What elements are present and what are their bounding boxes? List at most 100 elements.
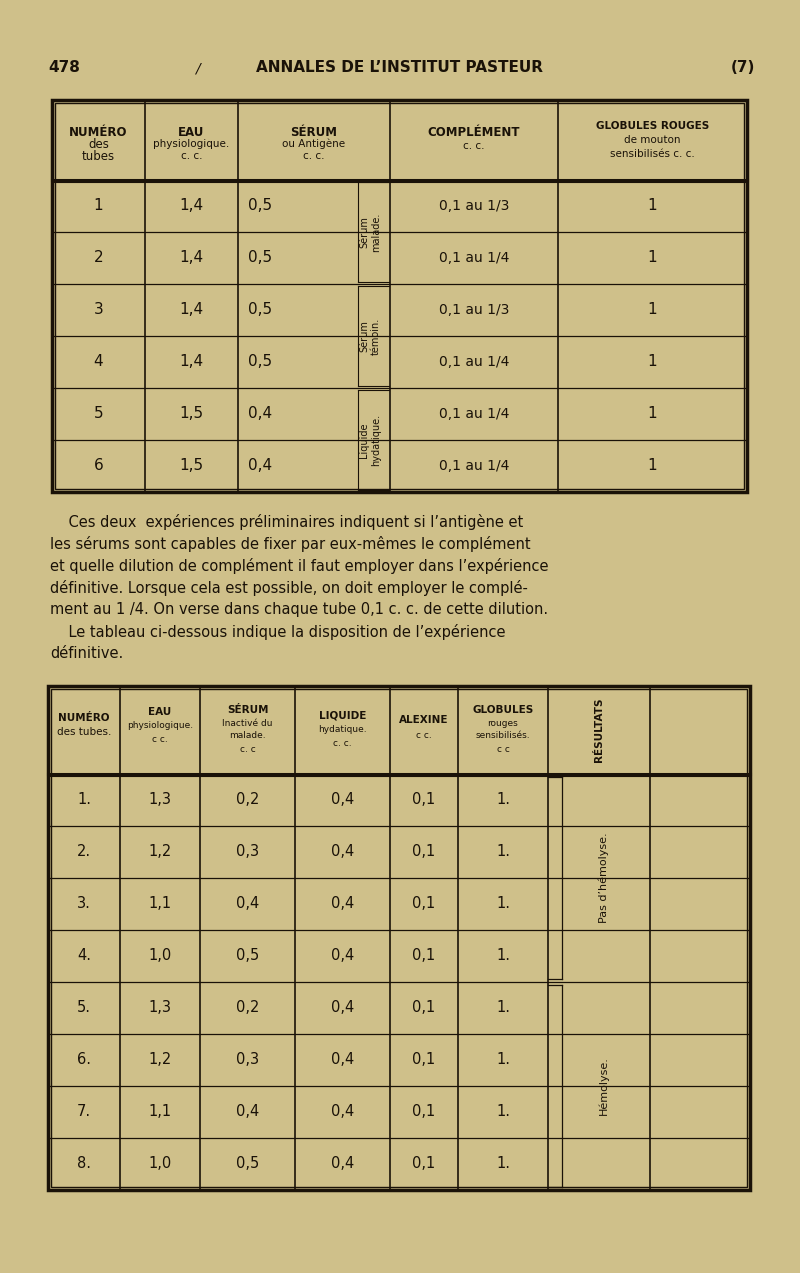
Text: 0,4: 0,4 (331, 896, 354, 911)
Text: 1,5: 1,5 (179, 406, 203, 421)
Text: 6.: 6. (77, 1053, 91, 1068)
Text: ment au 1 /4. On verse dans chaque tube 0,1 c. c. de cette dilution.: ment au 1 /4. On verse dans chaque tube … (50, 602, 548, 617)
Text: 1.: 1. (77, 793, 91, 807)
Text: physiologique.: physiologique. (127, 721, 193, 729)
Text: 0,4: 0,4 (236, 896, 259, 911)
Text: 8.: 8. (77, 1156, 91, 1171)
Text: 0,4: 0,4 (331, 844, 354, 859)
Text: 1,4: 1,4 (179, 354, 203, 369)
Text: 0,1 au 1/4: 0,1 au 1/4 (439, 407, 509, 421)
Text: 1.: 1. (496, 1105, 510, 1119)
Text: c. c.: c. c. (463, 141, 485, 151)
Text: 478: 478 (48, 61, 80, 75)
Text: 1: 1 (94, 199, 103, 214)
Text: Pas d’hémolyse.: Pas d’hémolyse. (598, 833, 610, 923)
Text: 0,1: 0,1 (412, 896, 436, 911)
Text: 1,4: 1,4 (179, 303, 203, 317)
Text: Sérum
malade.: Sérum malade. (359, 213, 381, 252)
Text: 0,5: 0,5 (248, 251, 272, 266)
Text: c. c.: c. c. (181, 151, 202, 160)
Text: 2: 2 (94, 251, 103, 266)
Text: physiologique.: physiologique. (154, 139, 230, 149)
Text: Inactivé du: Inactivé du (222, 718, 273, 727)
Text: 1,3: 1,3 (149, 1001, 171, 1016)
Text: 0,5: 0,5 (248, 354, 272, 369)
Text: c. c.: c. c. (303, 151, 325, 160)
Text: 0,4: 0,4 (331, 793, 354, 807)
Text: SÉRUM: SÉRUM (290, 126, 338, 139)
Text: les sérums sont capables de fixer par eux-mêmes le complément: les sérums sont capables de fixer par eu… (50, 536, 530, 552)
Text: rouges: rouges (488, 718, 518, 727)
Text: 0,5: 0,5 (248, 199, 272, 214)
Text: et quelle dilution de complément il faut employer dans l’expérience: et quelle dilution de complément il faut… (50, 558, 549, 574)
Text: EAU: EAU (148, 707, 172, 717)
Text: 0,2: 0,2 (236, 793, 259, 807)
Text: LIQUIDE: LIQUIDE (319, 712, 366, 721)
Text: c c.: c c. (152, 736, 168, 745)
Text: 0,4: 0,4 (248, 458, 272, 474)
Text: malade.: malade. (229, 732, 266, 741)
Text: de mouton: de mouton (624, 135, 681, 145)
Text: 5: 5 (94, 406, 103, 421)
Text: 1: 1 (648, 354, 658, 369)
Text: 1.: 1. (496, 793, 510, 807)
Text: 0,1: 0,1 (412, 844, 436, 859)
Text: 1: 1 (648, 406, 658, 421)
Text: 1: 1 (648, 458, 658, 474)
Text: 0,1 au 1/4: 0,1 au 1/4 (439, 251, 509, 265)
Text: 1.: 1. (496, 844, 510, 859)
Text: 0,1: 0,1 (412, 1156, 436, 1171)
Text: Liquide
hydatique.: Liquide hydatique. (359, 414, 381, 466)
Text: 0,2: 0,2 (236, 1001, 259, 1016)
Text: définitive. Lorsque cela est possible, on doit employer le complé-: définitive. Lorsque cela est possible, o… (50, 580, 528, 596)
Text: 0,3: 0,3 (236, 844, 259, 859)
Text: 1,1: 1,1 (149, 896, 171, 911)
Text: GLOBULES: GLOBULES (472, 705, 534, 715)
Text: 1,2: 1,2 (148, 844, 172, 859)
Text: 2.: 2. (77, 844, 91, 859)
Text: des: des (88, 137, 109, 150)
Text: 1,0: 1,0 (148, 948, 172, 964)
Text: ANNALES DE L’INSTITUT PASTEUR: ANNALES DE L’INSTITUT PASTEUR (257, 61, 543, 75)
Text: 0,1: 0,1 (412, 1105, 436, 1119)
Text: sensibilisés.: sensibilisés. (476, 732, 530, 741)
Text: tubes: tubes (82, 149, 115, 163)
Text: 5.: 5. (77, 1001, 91, 1016)
Bar (51, 689, 747, 1186)
Text: 0,5: 0,5 (248, 303, 272, 317)
Text: 1.: 1. (496, 1053, 510, 1068)
Text: c. c: c. c (240, 745, 255, 754)
Text: 0,1 au 1/4: 0,1 au 1/4 (439, 460, 509, 474)
Text: 1.: 1. (496, 948, 510, 964)
Text: Le tableau ci-dessous indique la disposition de l’expérience: Le tableau ci-dessous indique la disposi… (50, 624, 506, 640)
Text: 1,4: 1,4 (179, 251, 203, 266)
Text: 0,4: 0,4 (248, 406, 272, 421)
Text: GLOBULES ROUGES: GLOBULES ROUGES (596, 121, 709, 131)
Text: 1: 1 (648, 303, 658, 317)
Text: 0,4: 0,4 (331, 1156, 354, 1171)
Text: 0,1: 0,1 (412, 948, 436, 964)
Bar (55, 103, 744, 489)
Text: c c.: c c. (416, 732, 432, 741)
Text: 0,4: 0,4 (331, 1001, 354, 1016)
Text: 1: 1 (648, 251, 658, 266)
Text: 0,5: 0,5 (236, 1156, 259, 1171)
Text: 0,1 au 1/3: 0,1 au 1/3 (439, 303, 509, 317)
Text: hydatique.: hydatique. (318, 726, 367, 735)
Text: 1.: 1. (496, 1156, 510, 1171)
Text: définitive.: définitive. (50, 645, 123, 661)
Text: 1.: 1. (496, 1001, 510, 1016)
Text: 0,1: 0,1 (412, 1001, 436, 1016)
Text: (7): (7) (730, 61, 755, 75)
Text: c c: c c (497, 745, 510, 754)
Text: 0,3: 0,3 (236, 1053, 259, 1068)
Text: 1,0: 1,0 (148, 1156, 172, 1171)
Text: NUMÉRO: NUMÉRO (70, 126, 128, 139)
Text: RÉSULTATS: RÉSULTATS (594, 698, 604, 763)
Text: 0,1 au 1/3: 0,1 au 1/3 (439, 199, 509, 213)
Text: c. c.: c. c. (333, 740, 352, 749)
Text: 0,4: 0,4 (331, 948, 354, 964)
Text: 0,4: 0,4 (236, 1105, 259, 1119)
Text: 1,4: 1,4 (179, 199, 203, 214)
Text: /: / (195, 61, 200, 75)
